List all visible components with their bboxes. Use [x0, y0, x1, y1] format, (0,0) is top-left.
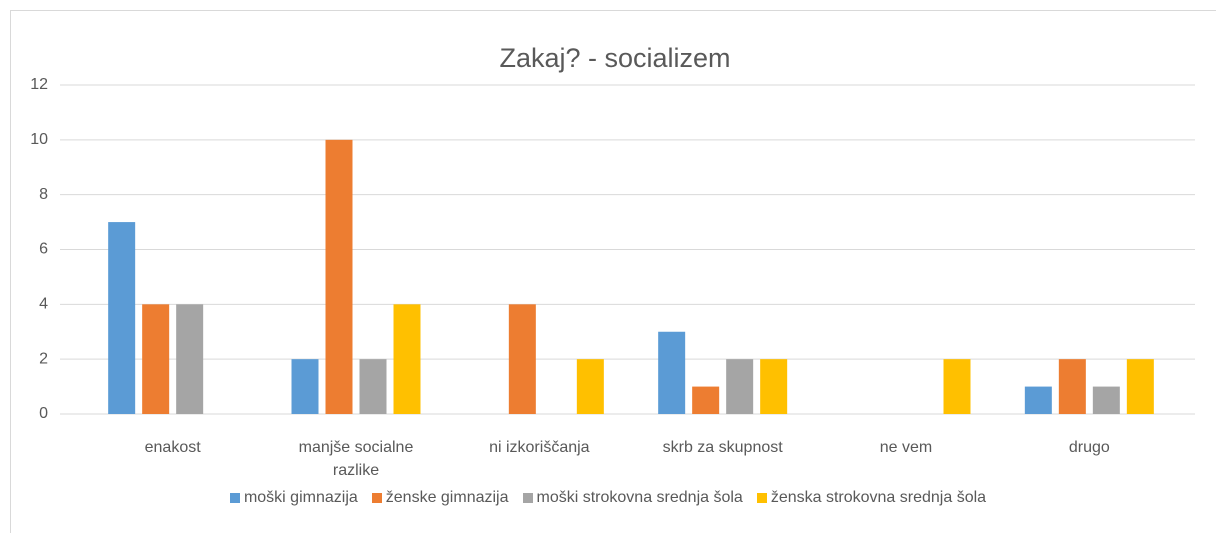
legend-label: moški gimnazija: [243, 489, 358, 506]
x-tick-label: ni izkoriščanja: [489, 439, 590, 456]
bar: [142, 304, 170, 414]
legend-swatch: [229, 493, 240, 503]
bar: [393, 304, 421, 414]
bar: [760, 359, 788, 414]
x-tick-label: manjše socialne razlike: [298, 439, 414, 479]
bar: [1092, 386, 1120, 414]
bar: [291, 359, 319, 414]
bar: [1126, 359, 1154, 414]
x-tick-label: ne vem: [879, 439, 933, 456]
x-tick-label: enakost: [144, 439, 201, 456]
bar: [692, 386, 720, 414]
x-tick-label: drugo: [1068, 439, 1110, 456]
legend-swatch: [371, 493, 382, 503]
y-tick-label: 12: [30, 76, 48, 93]
y-tick-label: 6: [39, 241, 48, 258]
legend-swatch: [522, 493, 533, 503]
y-tick-label: 4: [39, 296, 48, 313]
y-tick-label: 10: [30, 131, 48, 148]
bar: [359, 359, 387, 414]
x-tick-label: skrb za skupnost: [662, 439, 783, 456]
chart-border: [10, 10, 1216, 533]
legend-label: ženske gimnazija: [385, 489, 509, 506]
legend-item: moški gimnazija: [229, 489, 358, 507]
legend-label: ženska strokovna srednja šola: [770, 489, 987, 506]
bar: [1058, 359, 1086, 414]
legend-item: ženske gimnazija: [371, 489, 509, 507]
y-tick-label: 0: [39, 405, 48, 422]
bar: [726, 359, 754, 414]
legend-swatch: [756, 493, 767, 503]
legend-label: moški strokovna srednja šola: [536, 489, 743, 506]
y-tick-label: 8: [39, 186, 48, 203]
bar: [1024, 386, 1052, 414]
bar: [108, 222, 136, 414]
y-tick-label: 2: [39, 350, 48, 367]
bar: [508, 304, 536, 414]
legend: moški gimnazija ženske gimnazija moški str…: [0, 489, 1216, 507]
bar: [576, 359, 604, 414]
bar: [176, 304, 204, 414]
bar: [943, 359, 971, 414]
legend-item: ženska strokovna srednja šola: [756, 489, 987, 507]
bar: [658, 331, 686, 414]
bar: [325, 139, 353, 415]
legend-item: moški strokovna srednja šola: [522, 489, 743, 507]
chart-title: Zakaj? - socializem: [499, 43, 730, 73]
